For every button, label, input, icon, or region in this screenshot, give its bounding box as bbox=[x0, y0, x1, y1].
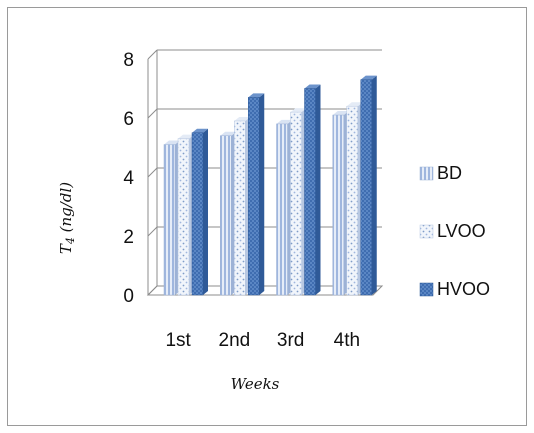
y-tick-label: 8 bbox=[123, 50, 134, 71]
legend-item-lvoo: LVOO bbox=[419, 221, 486, 241]
bar-hvoo-1st bbox=[191, 128, 208, 296]
bar-bd-1st bbox=[163, 140, 180, 296]
bar-hvoo-2nd bbox=[248, 93, 265, 296]
bar-top bbox=[290, 108, 307, 113]
legend-label: LVOO bbox=[437, 221, 486, 241]
bar-side bbox=[259, 93, 265, 295]
bar-front bbox=[290, 111, 302, 296]
bar-top bbox=[234, 116, 251, 121]
bar-front bbox=[220, 135, 232, 296]
bar-side bbox=[203, 128, 208, 295]
bar-lvoo-3rd bbox=[290, 108, 307, 296]
legend-label: BD bbox=[437, 163, 462, 183]
legend-swatch bbox=[419, 166, 434, 181]
axes: 0 2 4 6 8 1st 2nd 3rd 4th bbox=[123, 50, 360, 351]
legend-swatch bbox=[419, 224, 434, 239]
bar-lvoo-2nd bbox=[234, 116, 251, 296]
x-tick-label: 4th bbox=[334, 330, 360, 351]
bar-top bbox=[346, 102, 363, 107]
y-tick-label: 6 bbox=[123, 109, 134, 130]
bar-top bbox=[276, 119, 293, 124]
x-tick-label: 2nd bbox=[219, 330, 251, 351]
bar-front bbox=[191, 132, 204, 296]
legend-label: HVOO bbox=[437, 279, 490, 299]
chart-svg: 0 2 4 6 8 1st 2nd 3rd 4th T4 (ng/dl) Weeks BD LVO… bbox=[57, 49, 490, 393]
bar-front bbox=[360, 79, 372, 296]
gridline-side-4 bbox=[147, 49, 158, 60]
y-tick-label: 2 bbox=[123, 227, 134, 248]
bar-front bbox=[163, 144, 176, 296]
legend-swatch bbox=[419, 282, 434, 297]
bar-top bbox=[360, 75, 377, 80]
y-axis-title: T4 (ng/dl) bbox=[57, 182, 77, 254]
bar-top bbox=[220, 131, 237, 136]
x-axis-title: Weeks bbox=[231, 375, 280, 393]
legend-item-hvoo: HVOO bbox=[419, 279, 490, 299]
bar-hvoo-3rd bbox=[304, 84, 321, 296]
bar-front bbox=[248, 97, 260, 296]
gridline-side-3 bbox=[147, 108, 158, 119]
bar-lvoo-1st bbox=[177, 134, 194, 296]
bar-bd-2nd bbox=[220, 131, 237, 296]
bar-bd-3rd bbox=[276, 119, 293, 296]
bars bbox=[163, 75, 377, 296]
chart-frame: 0 2 4 6 8 1st 2nd 3rd 4th T4 (ng/dl) Weeks BD LVO… bbox=[7, 7, 527, 426]
bar-lvoo-4th bbox=[346, 102, 363, 296]
x-tick-label: 3rd bbox=[277, 330, 304, 351]
bar-front bbox=[304, 88, 316, 296]
bar-front bbox=[177, 138, 190, 296]
legend-item-bd: BD bbox=[419, 163, 462, 183]
bar-top bbox=[304, 84, 321, 89]
bar-side bbox=[315, 84, 321, 295]
gridline-side-1 bbox=[147, 226, 158, 237]
bar-top bbox=[332, 111, 349, 116]
bar-front bbox=[346, 105, 358, 296]
bar-front bbox=[332, 114, 344, 296]
gridline-side-2 bbox=[147, 167, 158, 178]
bar-side bbox=[371, 75, 377, 296]
y-tick-label: 4 bbox=[123, 168, 134, 189]
bar-top bbox=[164, 140, 180, 145]
bar-top bbox=[248, 93, 265, 98]
y-tick-label: 0 bbox=[123, 286, 134, 307]
bar-top bbox=[192, 128, 208, 133]
bar-top bbox=[178, 134, 194, 139]
bar-bd-4th bbox=[332, 111, 349, 296]
bar-front bbox=[276, 123, 288, 296]
bar-front bbox=[234, 120, 246, 296]
bar-hvoo-4th bbox=[360, 75, 377, 296]
x-tick-label: 1st bbox=[165, 330, 191, 351]
legend: BD LVOO HVOO bbox=[419, 163, 490, 299]
